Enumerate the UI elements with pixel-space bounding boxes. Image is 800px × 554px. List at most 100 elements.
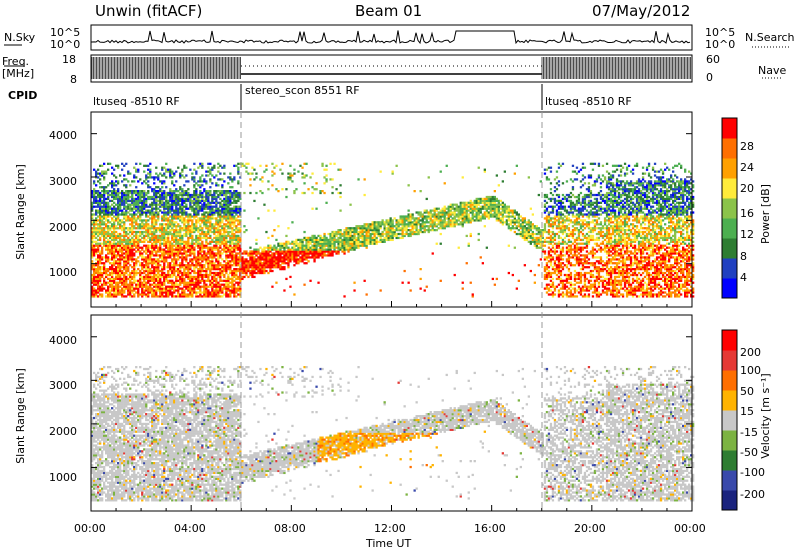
power-cell	[199, 184, 202, 187]
power-cell	[235, 209, 238, 212]
power-cell	[271, 174, 274, 177]
power-cell	[165, 229, 168, 232]
power-cell	[205, 225, 208, 228]
power-cell	[225, 195, 228, 199]
power-cell	[389, 238, 392, 242]
power-cell	[373, 234, 376, 238]
power-cell	[199, 268, 202, 271]
power-cell	[403, 229, 406, 232]
power-cell	[203, 244, 206, 247]
power-cell	[121, 254, 124, 257]
power-cell	[285, 246, 288, 249]
power-cell	[105, 246, 108, 249]
power-cell	[181, 279, 184, 282]
power-cell	[375, 229, 378, 232]
power-cell	[283, 260, 286, 263]
power-cell	[231, 217, 234, 220]
power-cell	[235, 190, 238, 193]
power-cell	[177, 250, 180, 253]
power-cell	[221, 269, 224, 273]
power-cell	[101, 242, 104, 245]
power-cell	[117, 197, 120, 201]
power-cell	[95, 230, 98, 234]
power-cell	[103, 205, 106, 208]
power-cell	[295, 250, 298, 253]
power-cell	[391, 236, 394, 240]
power-cell	[217, 207, 220, 210]
power-cell	[299, 258, 302, 261]
power-cell	[131, 244, 134, 247]
power-cell	[127, 236, 130, 240]
power-cell	[105, 275, 108, 279]
power-cell	[321, 242, 324, 245]
power-cell	[253, 268, 256, 271]
power-cell	[101, 295, 104, 298]
power-cell	[155, 219, 158, 222]
power-cell	[377, 240, 380, 243]
power-cell	[239, 219, 242, 222]
power-cell	[401, 223, 404, 226]
power-cell	[231, 285, 234, 288]
power-cell	[135, 258, 138, 261]
power-cell	[217, 195, 220, 199]
power-cell	[431, 227, 434, 230]
power-cell	[237, 238, 240, 242]
power-cell	[141, 275, 144, 279]
power-cell	[229, 215, 232, 218]
power-cell	[115, 285, 118, 288]
power-cell	[211, 246, 214, 249]
power-cell	[211, 275, 214, 279]
power-cell	[277, 248, 280, 251]
power-cell	[155, 240, 158, 243]
power-cell	[101, 248, 104, 251]
power-cell	[265, 164, 268, 167]
power-cell	[277, 264, 280, 267]
power-cell	[217, 289, 220, 292]
power-cell	[225, 219, 228, 222]
power-cell	[279, 260, 282, 263]
power-cell	[355, 227, 358, 230]
power-cell	[263, 254, 266, 257]
power-cell	[139, 250, 142, 253]
power-cell	[205, 252, 208, 255]
power-cell	[107, 273, 110, 277]
power-cell	[229, 201, 232, 204]
power-cell	[101, 268, 104, 271]
power-cell	[167, 227, 170, 230]
power-cell	[169, 252, 172, 255]
power-cell	[165, 287, 168, 290]
power-cell	[97, 283, 100, 286]
power-cell	[233, 273, 236, 277]
power-cell	[219, 178, 222, 181]
power-cell	[205, 279, 208, 282]
power-cell	[161, 186, 164, 189]
power-cell	[427, 215, 430, 218]
power-cell	[197, 221, 200, 224]
power-cell	[313, 256, 316, 259]
power-cell	[99, 256, 102, 259]
power-cell	[173, 238, 176, 242]
power-cell	[187, 240, 190, 243]
power-cell	[275, 258, 278, 261]
power-cell	[221, 234, 224, 238]
power-cell	[321, 236, 324, 240]
power-cell	[183, 213, 186, 216]
power-cell	[183, 191, 186, 195]
power-cell	[197, 234, 200, 238]
power-cell	[181, 246, 184, 249]
power-cell	[157, 176, 160, 179]
power-cell	[231, 240, 234, 243]
power-cell	[177, 211, 180, 214]
power-cell	[103, 227, 106, 230]
power-cell	[169, 279, 172, 282]
power-cell	[157, 227, 160, 230]
power-cell	[373, 238, 376, 242]
power-cell	[149, 205, 152, 208]
power-cell	[201, 254, 204, 257]
power-cell	[147, 248, 150, 251]
power-cell	[175, 260, 178, 263]
power-cell	[237, 172, 240, 175]
power-cell	[231, 250, 234, 253]
power-cell	[157, 283, 160, 286]
power-cell	[341, 246, 344, 249]
